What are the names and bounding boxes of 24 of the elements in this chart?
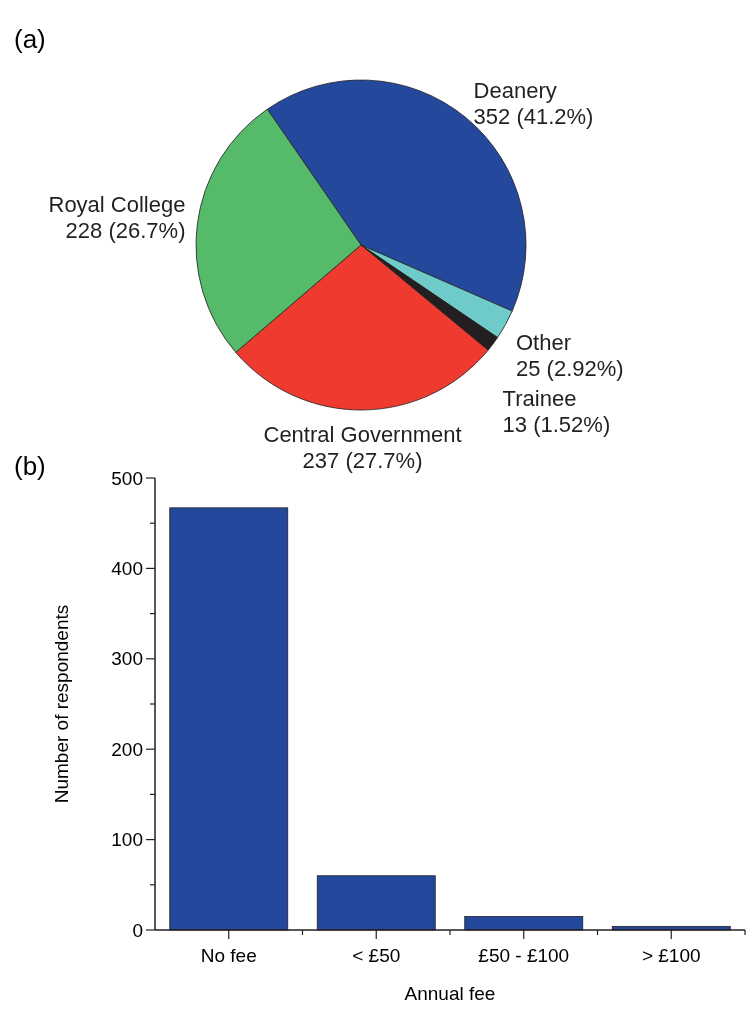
x-tick-label: > £100 (641, 945, 701, 966)
x-tick-label: £50 - £100 (478, 945, 570, 966)
y-tick-label: 500 (111, 467, 143, 489)
y-tick-label: 300 (111, 648, 143, 670)
y-tick-label: 400 (111, 558, 143, 580)
y-axis-title: Number of respondents (51, 604, 72, 804)
data-label: 228 (26.7%) (65, 218, 186, 244)
slice-label: Trainee (502, 386, 577, 412)
slice-label: Deanery (473, 78, 557, 104)
x-axis-title: Annual fee (404, 983, 496, 1004)
chart-title: (b) (14, 451, 46, 481)
slice-label: Central Government (263, 421, 462, 447)
data-label: 25 (2.92%) (516, 356, 624, 382)
y-tick-label: 200 (111, 738, 143, 760)
data-label: 13 (1.52%) (502, 412, 611, 438)
slice-label: Other (516, 330, 572, 356)
chart-title: (a) (14, 24, 46, 54)
y-tick-label: 100 (111, 829, 143, 851)
y-tick-label: 0 (132, 919, 143, 941)
x-tick-label: No fee (200, 945, 257, 966)
data-label: 237 (27.7%) (302, 447, 423, 473)
slice-label: Royal College (48, 192, 186, 218)
x-tick-label: < £50 (352, 945, 401, 966)
data-label: 352 (41.2%) (473, 104, 594, 130)
